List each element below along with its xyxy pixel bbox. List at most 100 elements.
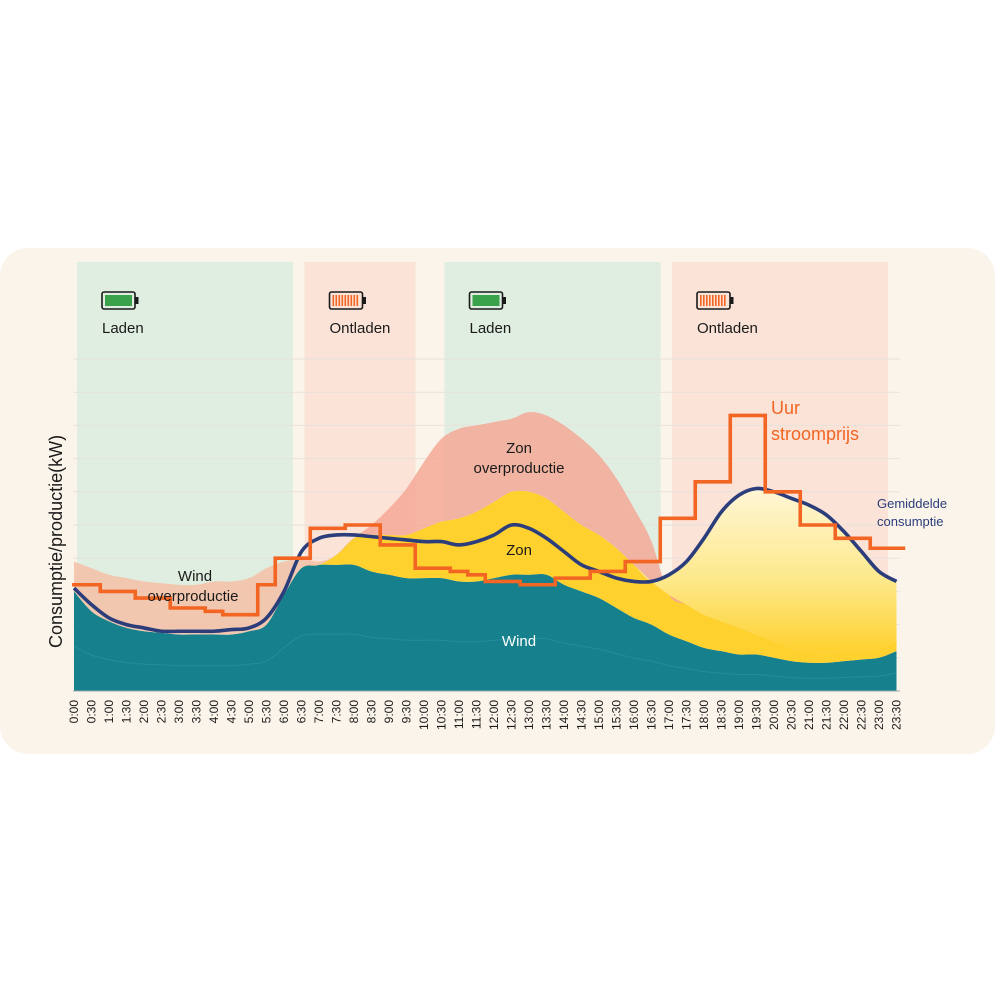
x-tick-label: 14:30 bbox=[575, 700, 589, 730]
battery-bar bbox=[706, 295, 708, 306]
zon-overproductie-label-1: Zon bbox=[506, 440, 532, 457]
x-tick-label: 16:30 bbox=[645, 700, 659, 730]
battery-bar bbox=[700, 295, 702, 306]
x-tick-label: 4:00 bbox=[207, 700, 221, 724]
price-label-2: stroomprijs bbox=[771, 424, 859, 444]
consumption-label-2: consumptie bbox=[877, 514, 943, 529]
battery-body bbox=[328, 291, 364, 310]
battery-tip bbox=[730, 297, 734, 304]
x-tick-label: 11:00 bbox=[452, 700, 466, 729]
consumption-line bbox=[72, 486, 898, 634]
battery-bar bbox=[712, 295, 714, 306]
area-zon-overproductie bbox=[74, 412, 897, 653]
x-tick-label: 7:00 bbox=[312, 700, 326, 724]
x-tick-label: 5:30 bbox=[260, 700, 274, 724]
battery-fill bbox=[105, 295, 132, 306]
x-tick-label: 16:00 bbox=[627, 700, 641, 730]
battery-bar bbox=[721, 295, 723, 306]
x-tick-label: 19:00 bbox=[732, 700, 746, 730]
x-tick-label: 9:30 bbox=[400, 700, 414, 724]
x-ticks: 0:00 0:30 1:00 1:30 2:00 2:30 3:00 3:30 4:00 4:30… bbox=[67, 700, 904, 730]
battery-bar bbox=[344, 295, 347, 306]
x-tick-label: 22:30 bbox=[855, 700, 869, 730]
x-tick-label: 8:30 bbox=[365, 700, 379, 724]
x-tick-label: 13:00 bbox=[522, 700, 536, 730]
wind-overproductie-label-2: overproductie bbox=[148, 588, 239, 605]
price-label-1: Uur bbox=[771, 398, 800, 418]
zone-label-2: Ontladen bbox=[330, 320, 391, 337]
x-tick-label: 23:00 bbox=[872, 700, 886, 730]
x-tick-label: 19:30 bbox=[750, 700, 764, 730]
battery-bar bbox=[715, 295, 717, 306]
battery-bar bbox=[335, 295, 338, 306]
wind-overproductie-label-1: Wind bbox=[178, 568, 212, 585]
battery-bar bbox=[718, 295, 720, 306]
area-evening-sun bbox=[74, 488, 897, 653]
battery-low-icon bbox=[696, 291, 734, 310]
battery-tip bbox=[135, 297, 139, 304]
x-tick-label: 0:30 bbox=[85, 700, 99, 724]
x-tick-label: 10:00 bbox=[417, 700, 431, 730]
y-axis-label: Consumptie/productie(kW) bbox=[46, 435, 66, 648]
battery-body bbox=[696, 291, 731, 310]
lines-layer bbox=[72, 413, 906, 634]
x-tick-label: 12:00 bbox=[487, 700, 501, 730]
x-tick-label: 18:30 bbox=[715, 700, 729, 730]
battery-bar bbox=[356, 295, 359, 306]
x-tick-label: 18:00 bbox=[697, 700, 711, 730]
price-line bbox=[72, 413, 906, 617]
x-tick-label: 9:00 bbox=[382, 700, 396, 724]
x-tick-label: 3:30 bbox=[190, 700, 204, 724]
x-tick-label: 0:00 bbox=[67, 700, 81, 724]
energy-chart: Laden Ontladen Laden Ontladen 0:00 0:30 1:00 1… bbox=[46, 262, 947, 730]
x-tick-label: 15:30 bbox=[610, 700, 624, 730]
battery-bar bbox=[347, 295, 350, 306]
x-tick-label: 4:30 bbox=[225, 700, 239, 724]
zone-label-3: Laden bbox=[470, 320, 512, 337]
x-tick-label: 14:00 bbox=[557, 700, 571, 730]
battery-bar bbox=[724, 295, 726, 306]
battery-fill bbox=[472, 295, 500, 306]
x-tick-label: 3:00 bbox=[172, 700, 186, 724]
x-tick-label: 12:30 bbox=[505, 700, 519, 730]
x-tick-label: 8:00 bbox=[347, 700, 361, 724]
battery-bar bbox=[338, 295, 341, 306]
x-tick-label: 2:00 bbox=[137, 700, 151, 724]
battery-body bbox=[101, 291, 136, 310]
wind-contour bbox=[73, 633, 897, 679]
x-tick-label: 5:00 bbox=[242, 700, 256, 724]
x-tick-label: 15:00 bbox=[592, 700, 606, 730]
x-tick-label: 23:30 bbox=[890, 700, 904, 730]
x-tick-label: 6:30 bbox=[295, 700, 309, 724]
battery-tip bbox=[363, 297, 366, 304]
x-tick-label: 1:30 bbox=[120, 700, 134, 724]
zone-label-4: Ontladen bbox=[697, 320, 758, 337]
battery-bar bbox=[709, 295, 711, 306]
x-tick-label: 13:30 bbox=[540, 700, 554, 730]
x-tick-label: 11:30 bbox=[470, 700, 484, 729]
battery-bar bbox=[332, 295, 335, 306]
x-tick-label: 2:30 bbox=[155, 700, 169, 724]
consumption-label-1: Gemiddelde bbox=[877, 496, 947, 511]
battery-bar bbox=[353, 295, 356, 306]
x-tick-label: 20:30 bbox=[785, 700, 799, 730]
zon-label: Zon bbox=[506, 542, 532, 559]
battery-full-icon bbox=[101, 291, 139, 310]
x-tick-label: 17:00 bbox=[662, 700, 676, 730]
area-wind bbox=[74, 564, 897, 691]
wind-label: Wind bbox=[502, 633, 536, 650]
battery-tip bbox=[503, 297, 506, 304]
x-tick-label: 21:30 bbox=[820, 700, 834, 730]
zon-overproductie-label-2: overproductie bbox=[474, 460, 565, 477]
battery-bar bbox=[703, 295, 705, 306]
x-tick-label: 17:30 bbox=[680, 700, 694, 730]
x-tick-label: 10:30 bbox=[435, 700, 449, 730]
x-tick-label: 6:00 bbox=[277, 700, 291, 724]
battery-bar bbox=[341, 295, 344, 306]
x-tick-label: 21:00 bbox=[802, 700, 816, 730]
battery-full-icon bbox=[468, 291, 506, 310]
x-tick-label: 20:00 bbox=[767, 700, 781, 730]
battery-bar bbox=[350, 295, 353, 306]
chart-card: Laden Ontladen Laden Ontladen 0:00 0:30 1:00 1… bbox=[0, 248, 995, 754]
zone-label-1: Laden bbox=[102, 320, 144, 337]
